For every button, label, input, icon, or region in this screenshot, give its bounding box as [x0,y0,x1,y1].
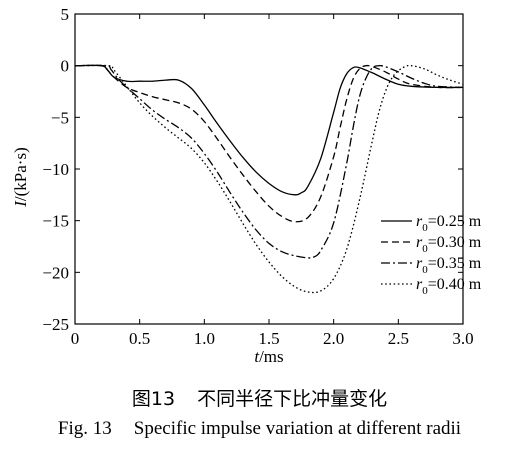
x-tick-label: 0 [71,329,80,348]
legend-entry-label: r0=0.25 m [416,213,482,234]
caption-en-label: Fig. 13 [57,418,112,439]
y-axis-label: I/(kPa·s) [11,147,30,208]
plot-frame [74,13,464,325]
y-tick-label: 0 [61,57,70,76]
x-tick-label: 0.5 [129,329,150,348]
axis-ticks: 0 0.5 1.0 1.5 2.0 2.5 3.0 5 0 −5 −10 −15 −20 −25 [42,5,473,348]
caption-en-text: Specific impulse variation at different … [133,418,462,439]
plot-area [74,13,464,325]
caption-cn-text: 不同半径下比冲量变化 [197,388,388,410]
y-tick-label: −20 [42,263,69,282]
y-tick-label: −25 [42,315,69,334]
x-tick-label: 1.5 [258,329,279,348]
legend: r0=0.25 mr0=0.30 mr0=0.35 mr0=0.40 m [381,213,482,297]
x-tick-label: 3.0 [452,329,473,348]
y-tick-label: −15 [42,212,69,231]
figure-caption-english: Fig. 13 Specific impulse variation at dif… [0,418,519,440]
series-line-solid [74,64,464,196]
caption-cn-label: 图13 [131,388,176,410]
figure-caption-chinese: 图13 不同半径下比冲量变化 [0,384,519,411]
legend-entry-label: r0=0.35 m [416,255,482,276]
axis-labels: t/ms I/(kPa·s) [11,147,284,366]
legend-entry-label: r0=0.40 m [416,276,482,297]
y-tick-label: −10 [42,160,69,179]
x-tick-label: 2.5 [388,329,409,348]
x-tick-label: 1.0 [194,329,215,348]
series-line-dotted [74,64,464,294]
x-axis-label: t/ms [254,347,283,366]
series-line-dashed [74,64,464,223]
y-tick-label: 5 [61,5,70,24]
x-tick-label: 2.0 [323,329,344,348]
series-lines [74,64,464,294]
y-tick-label: −5 [51,108,69,127]
legend-entry-label: r0=0.30 m [416,234,482,255]
